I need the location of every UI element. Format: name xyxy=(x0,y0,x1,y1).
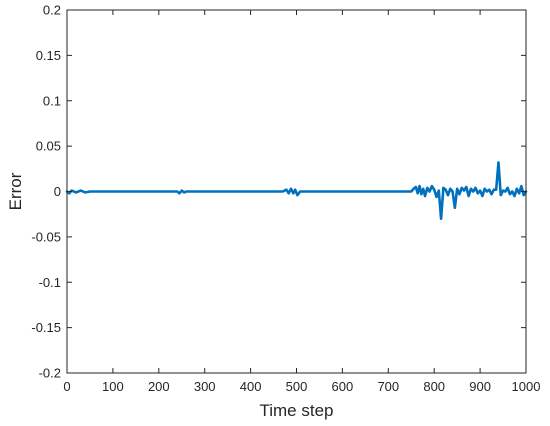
x-tick-label: 200 xyxy=(148,379,170,394)
x-tick-label: 100 xyxy=(102,379,124,394)
plot-box xyxy=(66,9,527,374)
y-tick-label: -0.2 xyxy=(39,366,61,381)
y-tick-label: 0.15 xyxy=(36,48,61,63)
y-tick-label: 0.2 xyxy=(43,3,61,18)
y-axis-label: Error xyxy=(6,172,25,210)
y-tick-label: 0.1 xyxy=(43,93,61,108)
x-tick-label: 300 xyxy=(194,379,216,394)
x-axis-label: Time step xyxy=(259,401,333,420)
x-tick-label: 900 xyxy=(469,379,491,394)
x-tick-label: 0 xyxy=(63,379,70,394)
y-tick-label: 0 xyxy=(54,184,61,199)
y-tick-label: 0.05 xyxy=(36,139,61,154)
x-tick-label: 1000 xyxy=(512,379,541,394)
x-axis-ticks: 0 100 200 300 400 500 600 700 800 900 1000 xyxy=(63,10,540,394)
y-tick-label: -0.05 xyxy=(31,229,61,244)
y-tick-label: -0.15 xyxy=(31,320,61,335)
y-tick-label: -0.1 xyxy=(39,275,61,290)
error-series-line xyxy=(65,161,528,221)
x-tick-label: 800 xyxy=(423,379,445,394)
x-tick-label: 600 xyxy=(332,379,354,394)
plot-area xyxy=(65,161,528,221)
x-tick-label: 700 xyxy=(377,379,399,394)
x-tick-label: 400 xyxy=(240,379,262,394)
x-tick-label: 500 xyxy=(286,379,308,394)
